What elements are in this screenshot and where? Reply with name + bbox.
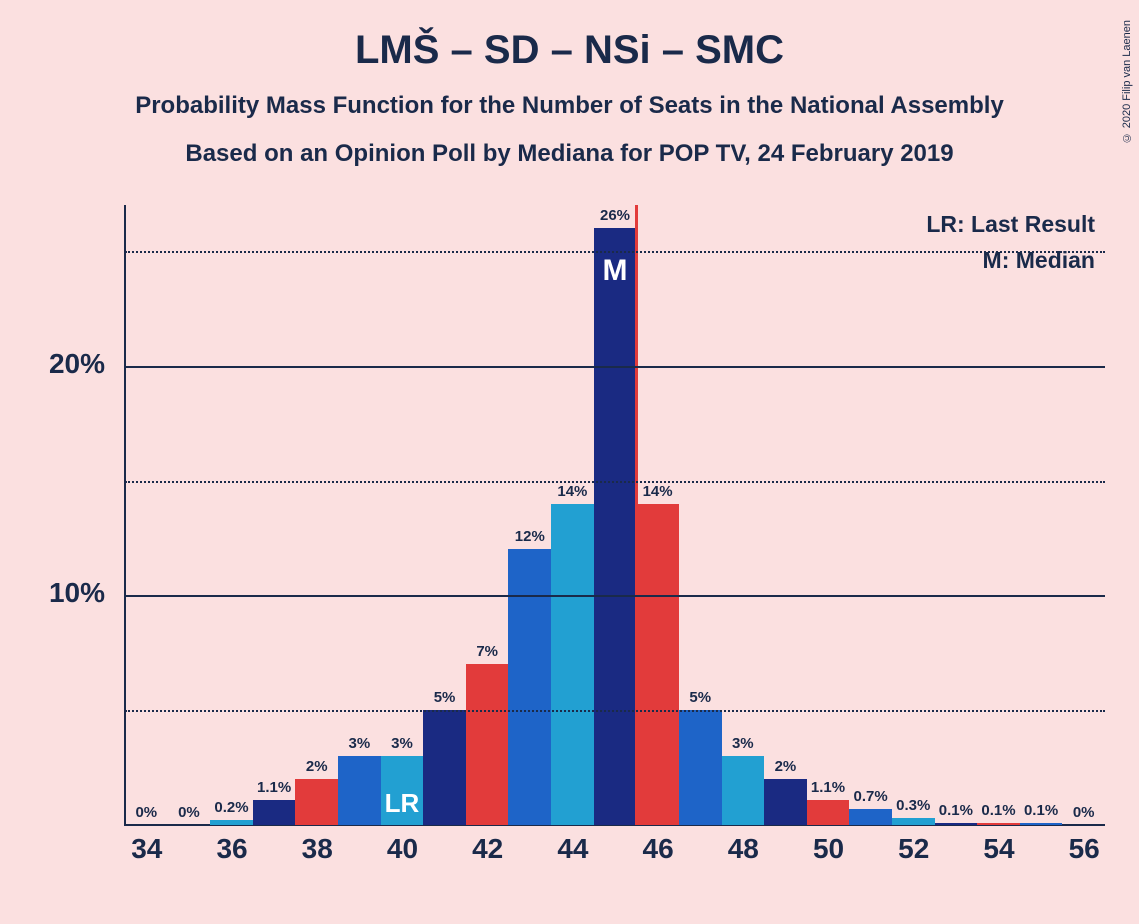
- plot-area: LR: Last Result M: Median 0%0%0.2%1.1%2%…: [125, 205, 1105, 825]
- bar-seat-39: [338, 756, 381, 825]
- xtick-label: 42: [445, 833, 530, 865]
- chart-subtitle-1: Probability Mass Function for the Number…: [0, 92, 1139, 120]
- chart-page: LMŠ – SD – NSi – SMC Probability Mass Fu…: [0, 0, 1139, 924]
- bar-seat-46: [636, 504, 679, 825]
- bar-seat-54: [977, 823, 1020, 825]
- bar-seat-55: [1020, 823, 1063, 825]
- xtick-label: 50: [786, 833, 871, 865]
- bar-seat-36: [210, 820, 253, 825]
- bar-seat-41: [423, 710, 466, 825]
- bar-value-label: 3%: [713, 735, 773, 752]
- bar-seat-52: [892, 818, 935, 825]
- bar-seat-45: [594, 228, 637, 825]
- xtick-label: 56: [1042, 833, 1127, 865]
- gridline-minor: [125, 710, 1105, 712]
- median-line: [635, 205, 638, 825]
- bar-seat-43: [508, 549, 551, 825]
- gridline-minor: [125, 251, 1105, 253]
- ytick-label: 10%: [0, 577, 105, 609]
- xtick-label: 34: [104, 833, 189, 865]
- xtick-label: 36: [190, 833, 275, 865]
- gridline-major: [125, 595, 1105, 597]
- bar-seat-53: [935, 823, 978, 825]
- bar-seat-47: [679, 710, 722, 825]
- xtick-label: 40: [360, 833, 445, 865]
- gridline-major: [125, 366, 1105, 368]
- xtick-label: 52: [871, 833, 956, 865]
- bar-seat-44: [551, 504, 594, 825]
- bar-seat-38: [295, 779, 338, 825]
- median-label: M: [594, 254, 637, 288]
- xtick-label: 38: [275, 833, 360, 865]
- ytick-label: 20%: [0, 348, 105, 380]
- bar-value-label: 5%: [670, 689, 730, 706]
- chart-subtitle-2: Based on an Opinion Poll by Mediana for …: [0, 140, 1139, 168]
- bar-value-label: 2%: [755, 758, 815, 775]
- xtick-label: 46: [616, 833, 701, 865]
- bar-seat-37: [253, 800, 296, 825]
- xtick-label: 48: [701, 833, 786, 865]
- last-result-label: LR: [381, 788, 424, 819]
- gridline-minor: [125, 481, 1105, 483]
- copyright-text: © 2020 Filip van Laenen: [1121, 20, 1133, 143]
- bars-container: 0%0%0.2%1.1%2%3%3%5%7%12%14%26%14%5%3%2%…: [125, 205, 1105, 825]
- xtick-label: 54: [956, 833, 1041, 865]
- xtick-label: 44: [530, 833, 615, 865]
- bar-value-label: 0%: [1054, 804, 1114, 821]
- chart-title: LMŠ – SD – NSi – SMC: [0, 28, 1139, 73]
- bar-seat-42: [466, 664, 509, 825]
